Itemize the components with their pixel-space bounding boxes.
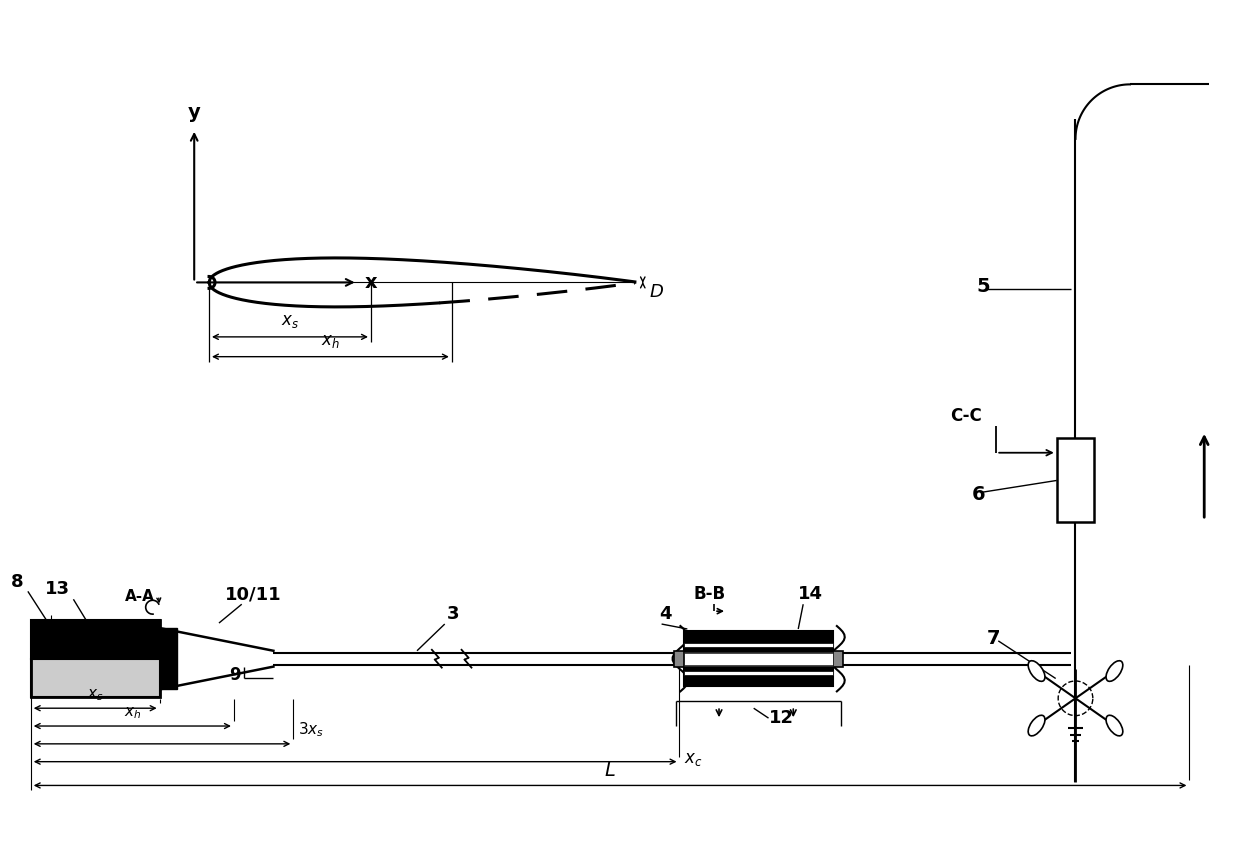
Text: B-B: B-B <box>693 585 725 603</box>
Bar <box>684 643 833 647</box>
Text: 8: 8 <box>11 574 24 591</box>
Bar <box>1056 438 1095 522</box>
Ellipse shape <box>1106 660 1122 682</box>
Text: x: x <box>365 273 377 292</box>
Polygon shape <box>160 628 177 689</box>
Text: 3: 3 <box>446 605 459 623</box>
Bar <box>684 652 833 656</box>
Text: $L$: $L$ <box>604 762 616 780</box>
Bar <box>684 671 833 675</box>
Bar <box>684 653 833 665</box>
Text: $x_s$: $x_s$ <box>281 312 299 330</box>
Text: A-A: A-A <box>125 589 155 604</box>
Bar <box>31 620 160 697</box>
Text: $3x_s$: $3x_s$ <box>298 720 324 739</box>
Bar <box>31 620 160 659</box>
Bar <box>675 651 684 666</box>
Text: $x_h$: $x_h$ <box>321 332 340 350</box>
Bar <box>684 662 833 665</box>
Text: 4: 4 <box>660 605 672 623</box>
Text: $x_c$: $x_c$ <box>684 750 703 768</box>
Text: $D$: $D$ <box>649 283 663 301</box>
Ellipse shape <box>1028 715 1045 736</box>
Ellipse shape <box>1028 660 1045 682</box>
Text: 5: 5 <box>976 277 990 296</box>
Text: 9: 9 <box>229 666 241 684</box>
Text: 12: 12 <box>769 709 794 727</box>
Text: 10/11: 10/11 <box>226 585 281 603</box>
Text: 7: 7 <box>986 629 999 648</box>
Text: 6: 6 <box>971 485 985 505</box>
Text: C-C: C-C <box>950 407 981 425</box>
Bar <box>684 631 833 687</box>
Text: 13: 13 <box>46 580 71 598</box>
Bar <box>833 651 843 666</box>
Text: 14: 14 <box>799 585 823 603</box>
Text: $x_s$: $x_s$ <box>87 688 104 703</box>
Text: $x_h$: $x_h$ <box>124 705 141 721</box>
Text: y: y <box>187 103 201 122</box>
Ellipse shape <box>1106 715 1122 736</box>
Bar <box>31 659 160 697</box>
